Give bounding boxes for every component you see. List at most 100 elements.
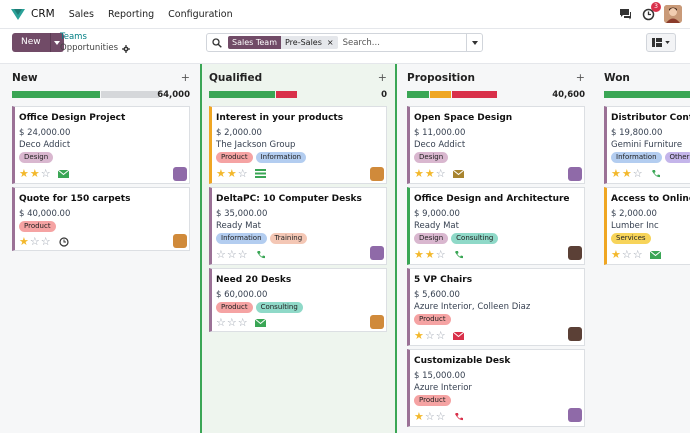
gear-icon[interactable] — [122, 44, 130, 53]
breadcrumb-parent[interactable]: Teams — [60, 32, 87, 42]
star-icon[interactable]: ★ — [611, 167, 621, 180]
search-input[interactable]: Search... — [342, 37, 380, 48]
menu-item-reporting[interactable]: Reporting — [107, 8, 155, 20]
star-icon[interactable]: ★ — [19, 167, 29, 180]
salesperson-avatar[interactable] — [568, 327, 582, 341]
email-icon[interactable] — [650, 249, 662, 260]
new-dropdown-toggle[interactable] — [49, 33, 64, 52]
column-add-icon[interactable]: + — [575, 71, 585, 84]
star-icon[interactable]: ☆ — [424, 410, 435, 423]
progress-red[interactable] — [276, 91, 297, 98]
progress-green[interactable] — [407, 91, 429, 98]
kanban-card[interactable]: Open Space Design $ 11,000.00 Deco Addic… — [407, 106, 585, 184]
email-icon[interactable] — [58, 168, 70, 179]
phone-icon[interactable] — [650, 168, 662, 179]
kanban-card[interactable]: Need 20 Desks $ 60,000.00 Product Consul… — [209, 268, 387, 332]
salesperson-avatar[interactable] — [370, 246, 384, 260]
column-title[interactable]: New — [12, 72, 38, 84]
column-add-icon[interactable]: + — [377, 71, 387, 84]
star-icon[interactable]: ☆ — [216, 248, 226, 261]
star-icon[interactable]: ☆ — [40, 235, 51, 248]
search-bar: Sales Team Pre-Sales × Search... — [206, 33, 483, 52]
salesperson-avatar[interactable] — [370, 315, 384, 329]
clock-icon[interactable] — [58, 236, 70, 247]
star-icon[interactable]: ★ — [226, 167, 237, 180]
chat-icon[interactable] — [618, 7, 632, 21]
salesperson-avatar[interactable] — [173, 167, 187, 181]
salesperson-avatar[interactable] — [568, 167, 582, 181]
salesperson-avatar[interactable] — [568, 408, 582, 422]
search-options-toggle[interactable] — [466, 34, 482, 51]
star-icon[interactable]: ☆ — [237, 316, 248, 329]
column-progressbar[interactable] — [209, 91, 297, 98]
email-icon[interactable] — [453, 330, 465, 341]
progress-orange[interactable] — [430, 91, 451, 98]
app-logo[interactable]: CRM — [10, 7, 55, 21]
star-icon[interactable]: ★ — [424, 248, 435, 261]
star-icon[interactable]: ☆ — [237, 248, 248, 261]
star-icon[interactable]: ☆ — [621, 248, 632, 261]
star-icon[interactable]: ★ — [414, 329, 424, 342]
kanban-card[interactable]: Office Design Project $ 24,000.00 Deco A… — [12, 106, 190, 184]
column-progressbar[interactable] — [407, 91, 497, 98]
kanban-card[interactable]: Customizable Desk $ 15,000.00 Azure Inte… — [407, 349, 585, 427]
progress-green[interactable] — [12, 91, 100, 98]
star-icon[interactable]: ☆ — [424, 329, 435, 342]
kanban-card[interactable]: Distributor Contract $ 19,800.00 Gemini … — [604, 106, 690, 184]
menu-item-sales[interactable]: Sales — [68, 8, 94, 20]
todo-icon[interactable] — [255, 168, 267, 179]
star-icon[interactable]: ☆ — [216, 316, 226, 329]
kanban-card[interactable]: 5 VP Chairs $ 5,600.00 Azure Interior, C… — [407, 268, 585, 346]
star-icon[interactable]: ☆ — [237, 167, 248, 180]
card-tags: Information Other — [611, 152, 690, 163]
phone-icon[interactable] — [453, 249, 465, 260]
star-icon[interactable]: ★ — [414, 167, 424, 180]
star-icon[interactable]: ☆ — [435, 167, 446, 180]
menu-item-configuration[interactable]: Configuration — [168, 8, 233, 20]
star-icon[interactable]: ★ — [621, 167, 632, 180]
star-icon[interactable]: ☆ — [435, 329, 446, 342]
star-icon[interactable]: ★ — [414, 410, 424, 423]
user-avatar[interactable] — [664, 5, 682, 23]
kanban-card[interactable]: DeltaPC: 10 Computer Desks $ 35,000.00 R… — [209, 187, 387, 265]
kanban-card[interactable]: Office Design and Architecture $ 9,000.0… — [407, 187, 585, 265]
star-icon[interactable]: ★ — [29, 167, 40, 180]
star-icon[interactable]: ☆ — [632, 248, 643, 261]
star-icon[interactable]: ☆ — [435, 248, 446, 261]
star-icon[interactable]: ☆ — [226, 316, 237, 329]
view-switcher[interactable] — [646, 33, 676, 52]
kanban-card[interactable]: Access to Online Catalog $ 2,000.00 Lumb… — [604, 187, 690, 265]
kanban-card[interactable]: Interest in your products $ 2,000.00 The… — [209, 106, 387, 184]
email-icon[interactable] — [453, 168, 465, 179]
column-title[interactable]: Proposition — [407, 72, 475, 84]
star-icon[interactable]: ☆ — [226, 248, 237, 261]
progress-green[interactable] — [209, 91, 275, 98]
star-icon[interactable]: ☆ — [29, 235, 40, 248]
column-title[interactable]: Won — [604, 72, 630, 84]
star-icon[interactable]: ★ — [216, 167, 226, 180]
progress-red[interactable] — [452, 91, 497, 98]
phone-icon[interactable] — [255, 249, 267, 260]
progress-grey[interactable] — [101, 91, 159, 98]
facet-remove-icon[interactable]: × — [326, 38, 334, 47]
progress-green[interactable] — [604, 91, 690, 98]
star-icon[interactable]: ☆ — [632, 167, 643, 180]
new-button[interactable]: New — [12, 33, 50, 52]
email-icon[interactable] — [255, 317, 267, 328]
star-icon[interactable]: ☆ — [40, 167, 51, 180]
star-icon[interactable]: ★ — [424, 167, 435, 180]
activity-clock-icon[interactable]: 3 — [641, 2, 661, 21]
star-icon[interactable]: ★ — [414, 248, 424, 261]
column-add-icon[interactable]: + — [180, 71, 190, 84]
salesperson-avatar[interactable] — [173, 234, 187, 248]
star-icon[interactable]: ★ — [19, 235, 29, 248]
kanban-card[interactable]: Quote for 150 carpets $ 40,000.00 Produc… — [12, 187, 190, 251]
column-title[interactable]: Qualified — [209, 72, 263, 84]
star-icon[interactable]: ★ — [611, 248, 621, 261]
star-icon[interactable]: ☆ — [435, 410, 446, 423]
phone-icon[interactable] — [453, 411, 465, 422]
salesperson-avatar[interactable] — [370, 167, 384, 181]
column-progressbar[interactable] — [604, 91, 690, 98]
column-progressbar[interactable] — [12, 91, 159, 98]
salesperson-avatar[interactable] — [568, 246, 582, 260]
